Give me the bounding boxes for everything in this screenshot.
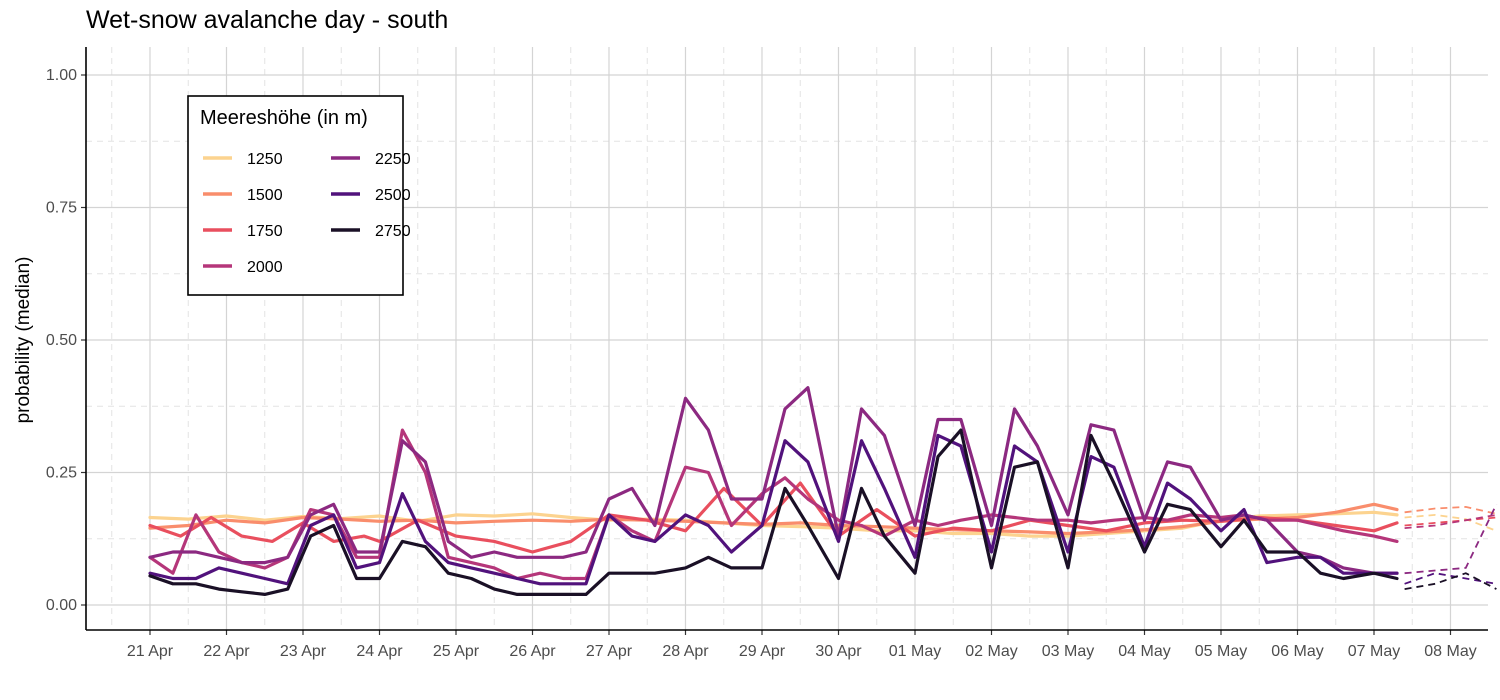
- y-tick-label: 0.75: [46, 200, 77, 217]
- x-tick-label: 26 Apr: [509, 643, 556, 660]
- legend-label-2750: 2750: [375, 223, 411, 240]
- x-tick-label: 23 Apr: [280, 643, 327, 660]
- x-tick-label: 04 May: [1118, 643, 1170, 660]
- y-tick-label: 0.25: [46, 465, 77, 482]
- x-tick-label: 06 May: [1271, 643, 1323, 660]
- series-lines: [150, 388, 1496, 595]
- x-tick-label: 05 May: [1195, 643, 1247, 660]
- x-tick-label: 07 May: [1348, 643, 1400, 660]
- x-tick-label: 29 Apr: [739, 643, 786, 660]
- x-tick-label: 03 May: [1042, 643, 1094, 660]
- legend-label-2250: 2250: [375, 151, 411, 168]
- y-tick-label: 1.00: [46, 67, 77, 84]
- x-tick-label: 27 Apr: [586, 643, 633, 660]
- y-tick-label: 0.50: [46, 332, 77, 349]
- x-tick-label: 28 Apr: [662, 643, 709, 660]
- x-tick-label: 22 Apr: [203, 643, 250, 660]
- x-tick-label: 25 Apr: [433, 643, 480, 660]
- x-tick-label: 08 May: [1424, 643, 1476, 660]
- legend-label-1750: 1750: [247, 223, 283, 240]
- y-tick-label: 0.00: [46, 597, 77, 614]
- legend-title: Meereshöhe (in m): [200, 107, 368, 129]
- legend-label-2500: 2500: [375, 187, 411, 204]
- x-tick-label: 30 Apr: [815, 643, 862, 660]
- x-tick-label: 21 Apr: [127, 643, 174, 660]
- legend: Meereshöhe (in m) 1250 1500 1750 2000 2250 250…: [188, 96, 411, 295]
- x-tick-label: 02 May: [965, 643, 1017, 660]
- legend-label-2000: 2000: [247, 259, 283, 276]
- x-tick-label: 24 Apr: [356, 643, 403, 660]
- legend-label-1250: 1250: [247, 151, 283, 168]
- x-tick-label: 01 May: [889, 643, 941, 660]
- legend-label-1500: 1500: [247, 187, 283, 204]
